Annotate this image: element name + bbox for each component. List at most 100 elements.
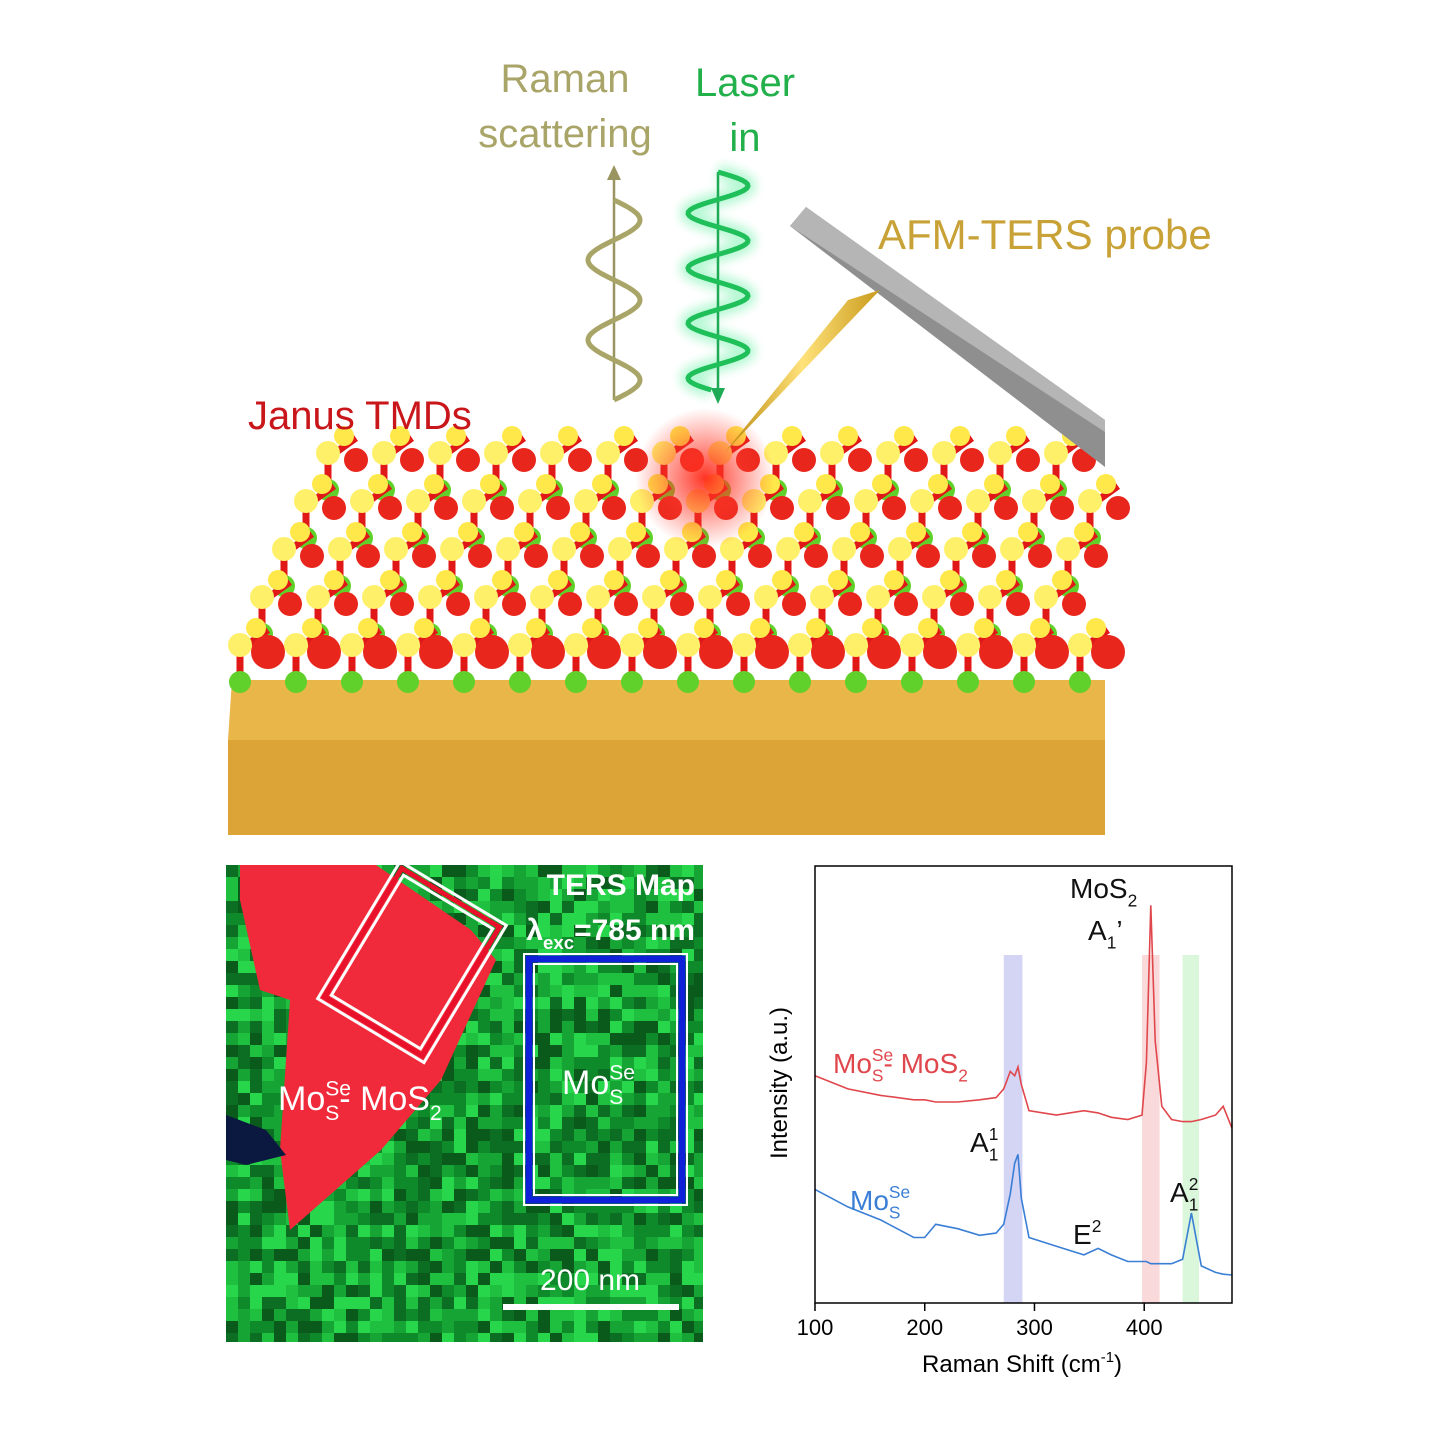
atom-s — [782, 426, 802, 446]
map-pixel — [502, 961, 514, 973]
map-pixel — [610, 1105, 622, 1117]
map-pixel — [646, 1141, 658, 1153]
map-pixel — [634, 1165, 646, 1177]
map-pixel — [454, 1321, 466, 1333]
map-pixel — [598, 1177, 610, 1189]
atom-mo — [587, 635, 621, 669]
map-pixel — [586, 937, 598, 949]
map-pixel — [454, 877, 466, 889]
map-pixel — [322, 1321, 334, 1333]
map-pixel — [610, 1213, 622, 1225]
atom-mo — [334, 592, 358, 616]
map-pixel — [394, 1321, 406, 1333]
map-pixel — [634, 1213, 646, 1225]
x-tick-label: 400 — [1126, 1315, 1163, 1340]
map-pixel — [262, 1069, 274, 1081]
atom-mo — [755, 635, 789, 669]
map-pixel — [334, 1273, 346, 1285]
atom-s — [854, 489, 878, 513]
map-pixel — [250, 1273, 262, 1285]
map-pixel — [466, 1225, 478, 1237]
atom-mo — [390, 592, 414, 616]
map-pixel — [598, 1225, 610, 1237]
map-pixel — [490, 997, 502, 1009]
map-pixel — [586, 1225, 598, 1237]
atom-s — [694, 618, 714, 638]
atom-s — [414, 618, 434, 638]
atom-mo — [838, 592, 862, 616]
text-part: A — [970, 1127, 989, 1158]
map-pixel — [634, 1273, 646, 1285]
atom-s — [552, 537, 576, 561]
map-pixel — [466, 1129, 478, 1141]
map-pixel — [598, 1009, 610, 1021]
map-pixel — [238, 1093, 250, 1105]
text-part: -1 — [1101, 1350, 1114, 1366]
map-pixel — [454, 1153, 466, 1165]
atom-se — [341, 671, 363, 693]
map-pixel — [598, 985, 610, 997]
map-pixel — [586, 925, 598, 937]
atom-s — [284, 633, 308, 657]
map-pixel — [478, 1249, 490, 1261]
map-pixel — [658, 1045, 670, 1057]
atom-s — [428, 441, 452, 465]
map-pixel — [646, 1117, 658, 1129]
map-pixel — [634, 889, 646, 901]
atom-mo — [278, 592, 302, 616]
atom-mo — [826, 496, 850, 520]
map-pixel — [598, 1321, 610, 1333]
atom-s — [558, 426, 578, 446]
map-pixel — [478, 1117, 490, 1129]
text-part: A — [1170, 1177, 1189, 1208]
map-pixel — [562, 997, 574, 1009]
map-pixel — [526, 925, 538, 937]
map-pixel — [634, 1057, 646, 1069]
map-pixel — [694, 1285, 703, 1297]
map-pixel — [238, 1033, 250, 1045]
map-pixel — [502, 1153, 514, 1165]
map-pixel — [514, 1261, 526, 1273]
map-pixel — [250, 1189, 262, 1201]
map-pixel — [694, 1201, 703, 1213]
atom-se — [957, 671, 979, 693]
map-pixel — [538, 925, 550, 937]
map-pixel — [586, 997, 598, 1009]
atom-s — [452, 633, 476, 657]
map-pixel — [490, 1141, 502, 1153]
map-pixel — [490, 1225, 502, 1237]
map-pixel — [634, 1153, 646, 1165]
map-pixel — [622, 865, 634, 877]
map-pixel — [430, 1117, 442, 1129]
atom-s — [334, 426, 354, 446]
atom-s — [396, 633, 420, 657]
map-pixel — [334, 1333, 346, 1342]
map-pixel — [478, 997, 490, 1009]
atom-s — [862, 618, 882, 638]
region-a-box — [315, 865, 509, 1065]
map-pixel — [562, 961, 574, 973]
map-pixel — [454, 1177, 466, 1189]
text-part: Raman Shift (cm — [922, 1351, 1101, 1378]
map-pixel — [574, 1225, 586, 1237]
map-pixel — [490, 1105, 502, 1117]
map-pixel — [622, 913, 634, 925]
map-pixel — [442, 1237, 454, 1249]
map-pixel — [478, 865, 490, 877]
map-pixel — [370, 1261, 382, 1273]
map-pixel — [526, 1273, 538, 1285]
map-pixel — [598, 1333, 610, 1342]
map-pixel — [298, 1285, 310, 1297]
atom-se — [509, 671, 531, 693]
map-pixel — [430, 1213, 442, 1225]
map-pixel — [502, 973, 514, 985]
map-pixel — [322, 1285, 334, 1297]
map-pixel — [466, 889, 478, 901]
map-pixel — [478, 1225, 490, 1237]
map-pixel — [466, 1045, 478, 1057]
atom-se — [229, 671, 251, 693]
map-pixel — [694, 1225, 703, 1237]
map-pixel — [394, 1249, 406, 1261]
map-pixel — [610, 1249, 622, 1261]
text-part: S — [889, 1202, 901, 1222]
